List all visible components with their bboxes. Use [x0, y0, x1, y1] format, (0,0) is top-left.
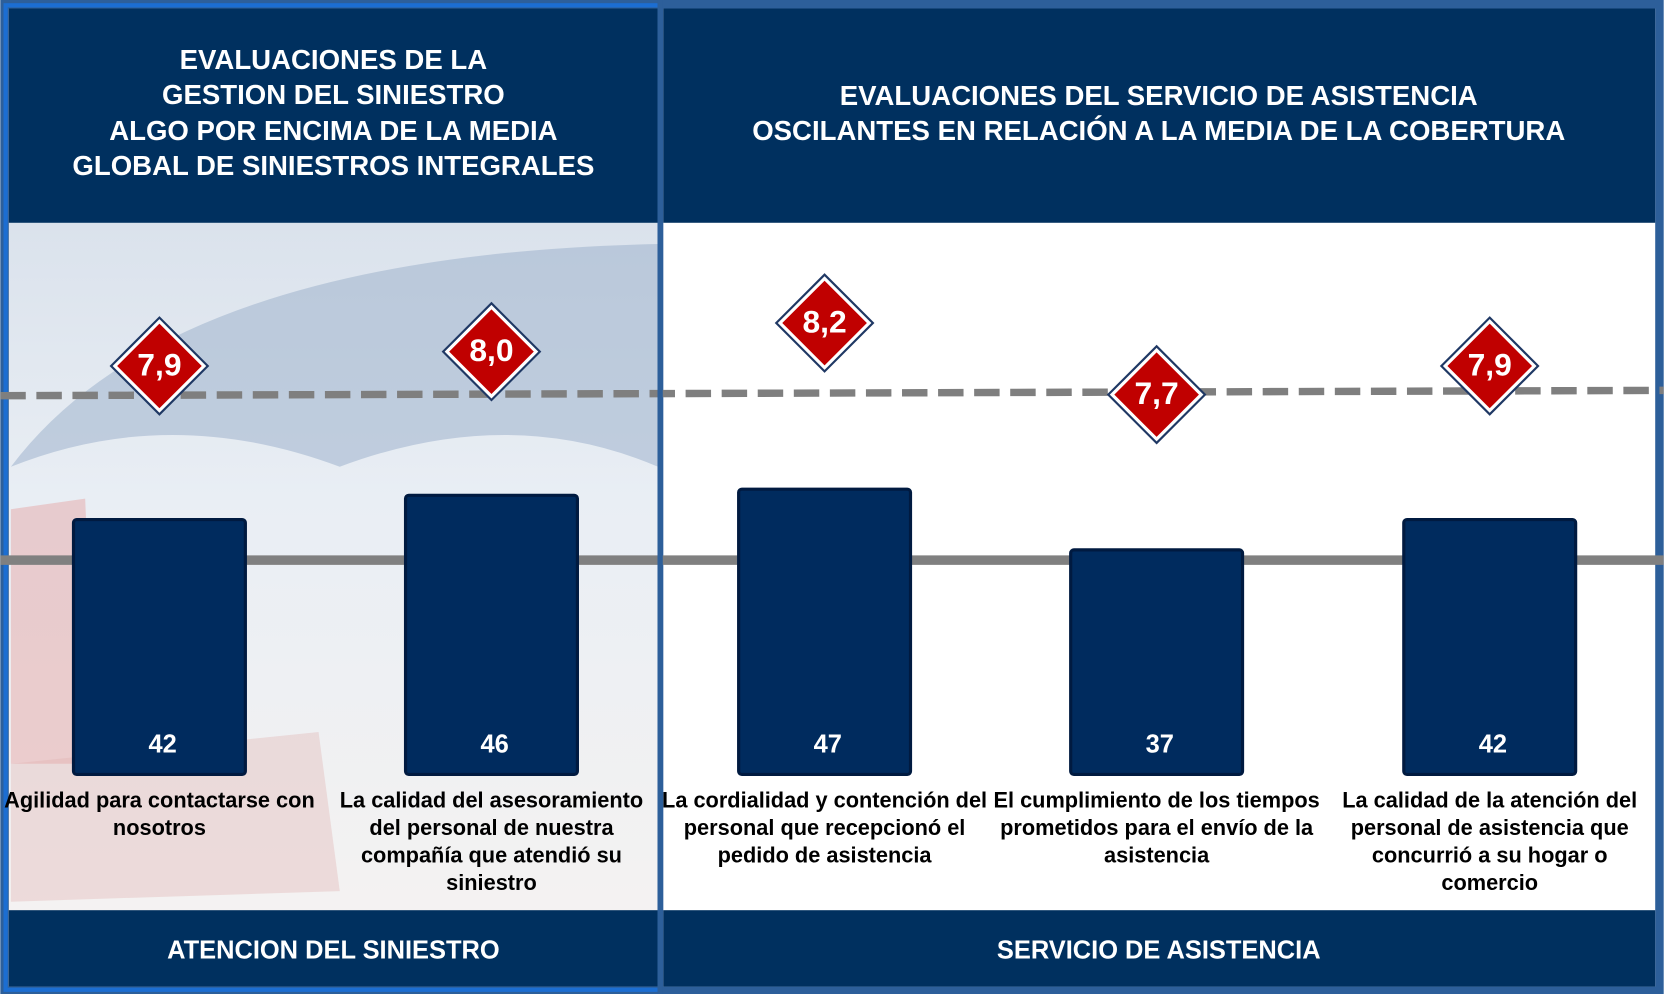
- score-label: 7,9: [1468, 346, 1512, 382]
- bar-value-label: 42: [148, 730, 176, 758]
- score-label: 7,9: [137, 346, 181, 382]
- category-label: El cumplimiento de los tiempos prometido…: [992, 787, 1321, 870]
- score-label: 8,2: [802, 303, 846, 339]
- footer-label: SERVICIO DE ASISTENCIA: [997, 936, 1321, 964]
- score-label: 8,0: [469, 332, 513, 368]
- header-title: EVALUACIONES DEL SERVICIO DE ASISTENCIA: [840, 80, 1478, 111]
- header-title: OSCILANTES EN RELACIÓN A LA MEDIA DE LA …: [752, 115, 1565, 146]
- category-label: La cordialidad y contención del personal…: [660, 787, 989, 870]
- score-label: 7,7: [1134, 375, 1178, 411]
- category-label: La calidad del asesoramiento del persona…: [327, 787, 656, 897]
- infographic: EVALUACIONES DE LA GESTION DEL SINIESTRO A…: [0, 0, 1664, 994]
- header-title: ALGO POR ENCIMA DE LA MEDIA: [109, 115, 557, 146]
- bar-value-label: 42: [1479, 730, 1507, 758]
- header-title: GESTION DEL SINIESTRO: [162, 79, 505, 110]
- bar-value-label: 37: [1146, 730, 1174, 758]
- footer-label: ATENCION DEL SINIESTRO: [167, 936, 500, 964]
- category-label-box: Agilidad para contactarse con nosotros: [0, 787, 324, 906]
- category-label: Agilidad para contactarse con nosotros: [0, 787, 324, 842]
- category-label-box: La calidad de la atención del personal d…: [1325, 787, 1654, 906]
- category-label: La calidad de la atención del personal d…: [1325, 787, 1654, 897]
- category-label-box: El cumplimiento de los tiempos prometido…: [992, 787, 1321, 906]
- header-title: EVALUACIONES DE LA: [180, 44, 488, 75]
- category-label-box: La cordialidad y contención del personal…: [660, 787, 989, 906]
- category-label-box: La calidad del asesoramiento del persona…: [327, 787, 656, 906]
- bar-value-label: 47: [814, 730, 842, 758]
- bar-value-label: 46: [481, 730, 509, 758]
- header-title: GLOBAL DE SINIESTROS INTEGRALES: [72, 150, 594, 181]
